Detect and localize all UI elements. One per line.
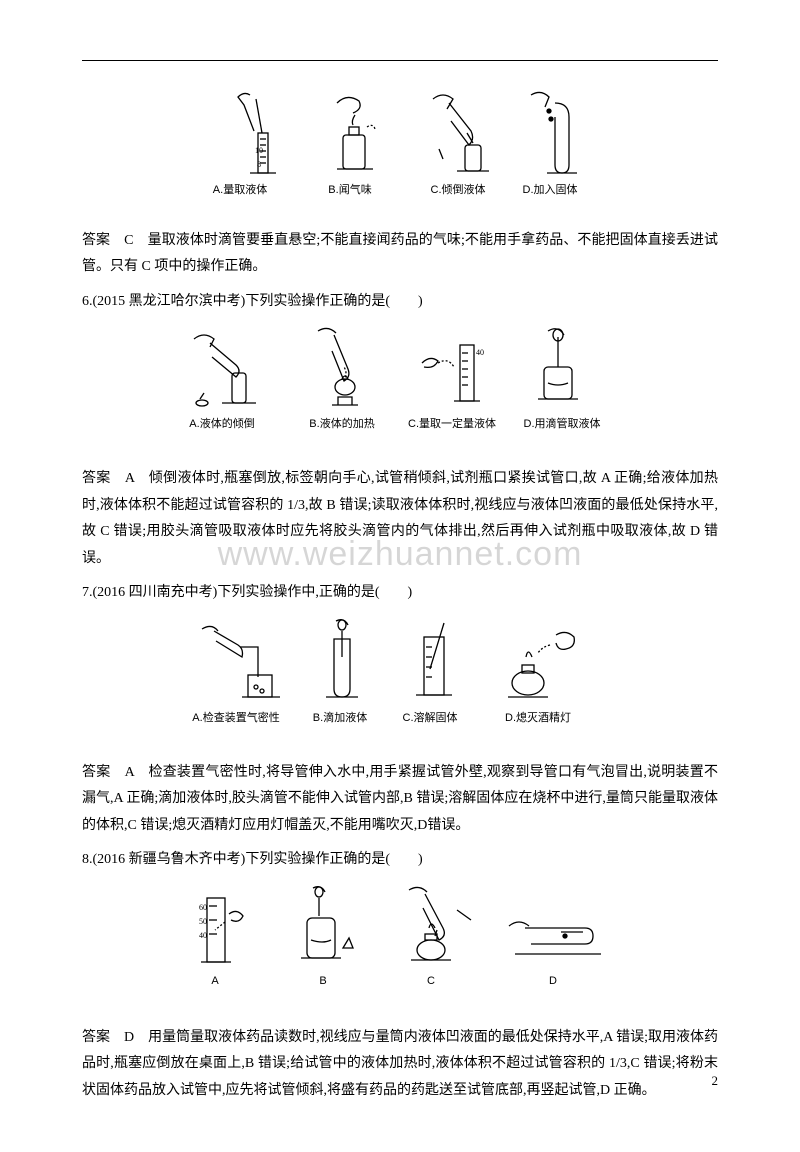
answer-8: 答案 D 用量筒量取液体药品读数时,视线应与量筒内液体凹液面的最低处保持水平,A… xyxy=(82,1025,718,1105)
fig4-label-b: B xyxy=(319,975,326,987)
figure-q6: 40 A.液体的倾倒 B.液体的加热 C.量取一定量液体 D.用滴管取液体 xyxy=(82,327,718,448)
fig2-label-a: A.液体的倾倒 xyxy=(189,416,254,430)
top-rule xyxy=(82,60,718,61)
question-8: 8.(2016 新疆乌鲁木齐中考)下列实验操作正确的是( ) xyxy=(82,847,718,874)
fig1-label-b: B.闻气味 xyxy=(328,182,371,196)
answer-5: 答案 C 量取液体时滴管要垂直悬空;不能直接闻药品的气味;不能用手拿药品、不能把… xyxy=(82,228,718,281)
answer-6: 答案 A 倾倒液体时,瓶塞倒放,标签朝向手心,试管稍倾斜,试剂瓶口紧挨试管口,故… xyxy=(82,466,718,572)
fig4-label-a: A xyxy=(211,975,219,987)
fig3-label-a: A.检查装置气密性 xyxy=(192,710,279,724)
figure-q7: A.检查装置气密性 B.滴加液体 C.溶解固体 D.熄灭酒精灯 xyxy=(82,619,718,742)
fig4-label-c: C xyxy=(427,975,435,987)
fig1-label-d: D.加入固体 xyxy=(523,182,578,196)
fig3-label-b: B.滴加液体 xyxy=(313,710,367,724)
figure-q8: 60 50 40 xyxy=(82,886,718,1007)
fig2-label-b: B.液体的加热 xyxy=(309,416,374,430)
fig1-label-c: C.倾倒液体 xyxy=(431,182,486,196)
answer-7: 答案 A 检查装置气密性时,将导管伸入水中,用手紧握试管外壁,观察到导管口有气泡… xyxy=(82,760,718,840)
fig2-label-c: C.量取一定量液体 xyxy=(408,416,496,430)
fig2-label-d: D.用滴管取液体 xyxy=(524,416,601,430)
svg-text:8: 8 xyxy=(257,160,261,169)
fig1-label-a: A.量取液体 xyxy=(213,182,267,196)
fig4-label-d: D xyxy=(549,975,557,987)
svg-text:60: 60 xyxy=(199,903,207,912)
question-6: 6.(2015 黑龙江哈尔滨中考)下列实验操作正确的是( ) xyxy=(82,289,718,316)
fig3-label-d: D.熄灭酒精灯 xyxy=(505,710,571,724)
svg-text:50: 50 xyxy=(199,917,207,926)
page-number: 2 xyxy=(712,1069,719,1094)
fig3-label-c: C.溶解固体 xyxy=(403,710,458,724)
figure-q5: 10 8 xyxy=(82,89,718,210)
svg-text:10: 10 xyxy=(255,146,263,155)
question-7: 7.(2016 四川南充中考)下列实验操作中,正确的是( ) xyxy=(82,580,718,607)
page-content: 10 8 xyxy=(0,0,800,1152)
svg-text:40: 40 xyxy=(199,931,207,940)
svg-text:40: 40 xyxy=(476,348,484,357)
